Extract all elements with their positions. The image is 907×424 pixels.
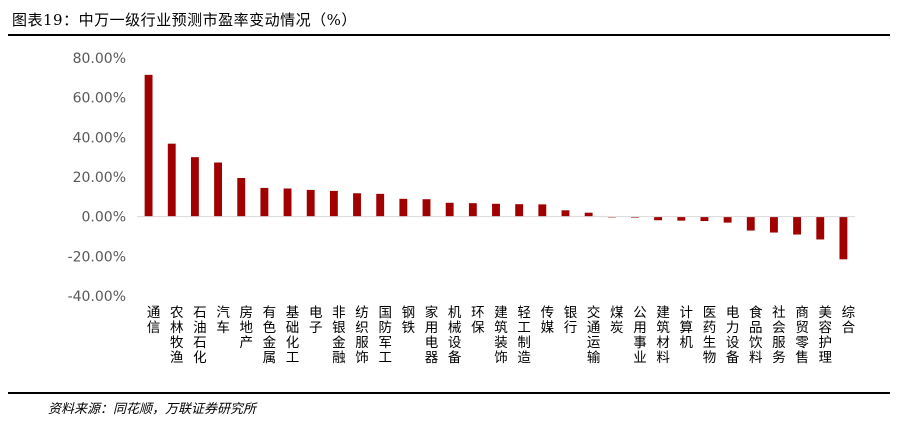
x-tick-label: 基础化工 xyxy=(286,304,300,366)
x-tick-label: 纺织服饰 xyxy=(355,305,369,366)
bar xyxy=(237,177,246,217)
x-tick-label: 电子 xyxy=(309,305,323,336)
bar xyxy=(329,190,338,217)
x-tick-label: 社会服务 xyxy=(772,305,786,366)
x-tick-label: 电力设备 xyxy=(726,305,740,366)
x-tick-label: 汽车 xyxy=(216,305,230,336)
bar xyxy=(677,216,686,221)
x-tick-label: 建筑装饰 xyxy=(494,305,508,366)
x-tick-label: 传媒 xyxy=(541,305,555,336)
x-tick-label: 轻工制造 xyxy=(517,305,531,366)
x-tick-label: 银行 xyxy=(564,305,578,336)
bar xyxy=(793,216,802,235)
bar xyxy=(306,189,315,217)
bar xyxy=(816,216,825,240)
bar xyxy=(144,74,153,217)
x-tick-label: 农林牧渔 xyxy=(170,305,184,366)
x-tick-label: 美容护理 xyxy=(819,305,833,366)
bar xyxy=(353,193,361,217)
source-note: 资料来源：同花顺，万联证券研究所 xyxy=(48,402,257,417)
y-tick-label: -20.00% xyxy=(68,249,126,265)
bar xyxy=(422,199,431,217)
x-tick-label: 计算机 xyxy=(680,305,694,351)
bar xyxy=(654,216,663,221)
chart-area: 80.00% 60.00% 40.00% 20.00% 0.00% -20.00% -40.… xyxy=(40,40,880,385)
bar xyxy=(468,203,477,217)
bar xyxy=(515,204,524,217)
y-tick-label: -40.00% xyxy=(68,289,126,305)
bar xyxy=(399,198,408,217)
x-tick-label: 家用电器 xyxy=(425,304,439,366)
x-tick-label: 机械设备 xyxy=(448,305,462,366)
bar xyxy=(260,187,269,217)
y-tick-label: 60.00% xyxy=(73,91,126,107)
bar xyxy=(214,162,223,217)
bar xyxy=(839,216,848,260)
bar xyxy=(584,212,593,217)
x-tick-label: 环保 xyxy=(471,305,485,336)
bar xyxy=(167,143,176,217)
y-tick-label: 20.00% xyxy=(73,170,126,186)
bar xyxy=(538,204,547,217)
bar-chart: 80.00% 60.00% 40.00% 20.00% 0.00% -20.00% -40.… xyxy=(68,51,856,366)
x-tick-label: 商贸零售 xyxy=(795,305,809,366)
bar xyxy=(746,216,755,231)
x-tick-label: 食品饮料 xyxy=(749,304,763,366)
x-tick-label: 综合 xyxy=(842,305,856,336)
x-tick-label: 房地产 xyxy=(239,305,253,351)
x-tick-label: 非银金融 xyxy=(332,305,346,366)
title-bar: 图表19：中万一级行业预测市盈率变动情况（%） xyxy=(8,0,890,36)
x-tick-label: 钢铁 xyxy=(402,305,416,336)
y-tick-label: 40.00% xyxy=(73,130,126,146)
bar xyxy=(700,216,709,222)
x-tick-label: 有色金属 xyxy=(263,305,277,366)
y-tick-label: 80.00% xyxy=(73,51,126,67)
bar xyxy=(561,210,570,217)
bar xyxy=(376,193,385,217)
bar xyxy=(445,202,454,217)
y-tick-label: 0.00% xyxy=(82,210,126,226)
bar xyxy=(283,188,292,217)
x-tick-label: 公用事业 xyxy=(633,305,647,366)
x-tick-label: 医药生物 xyxy=(703,305,717,366)
x-tick-label: 石油石化 xyxy=(193,305,207,366)
x-tick-label: 国防军工 xyxy=(378,305,392,366)
bar xyxy=(492,203,500,217)
bar xyxy=(723,216,732,223)
chart-title: 图表19：中万一级行业预测市盈率变动情况（%） xyxy=(12,11,357,29)
bottom-divider xyxy=(8,392,890,394)
x-tick-label: 煤炭 xyxy=(610,305,624,336)
bar xyxy=(769,216,778,233)
x-tick-label: 通信 xyxy=(147,305,161,336)
bar xyxy=(190,157,199,217)
x-tick-label: 建筑材料 xyxy=(656,305,670,366)
x-tick-label: 交通运输 xyxy=(587,304,601,366)
